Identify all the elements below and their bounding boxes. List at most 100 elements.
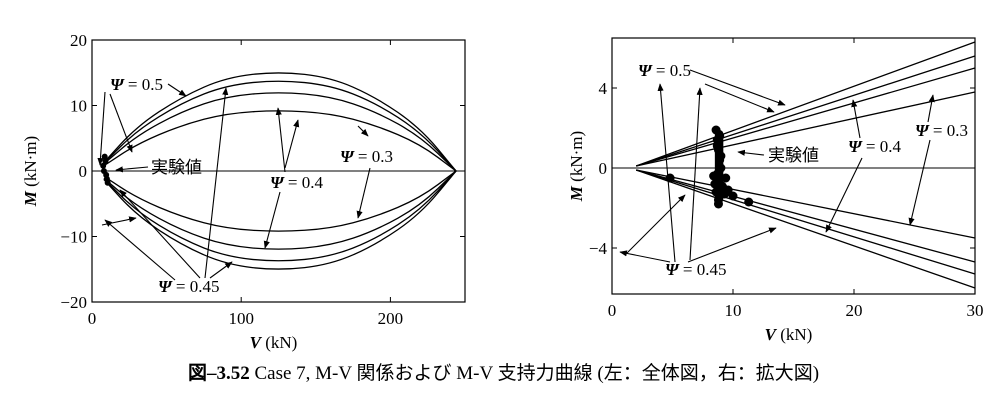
x-tick-label: 0 [88,309,97,328]
psi-symbol: Ψ [915,121,930,140]
psi-equals: = [124,75,142,94]
psi-value: 0.3 [947,121,968,140]
psi-label: Ψ = 0.5 [110,75,163,94]
experimental-point [744,197,754,207]
psi-symbol: Ψ [340,147,355,166]
curve-psi-0_5 [635,169,976,289]
annotation-arrow [109,93,133,153]
y-axis-unit: (kN·m) [567,131,586,186]
psi-equals: = [284,173,302,192]
annotation-arrow [624,194,686,256]
y-tick-label: 4 [599,79,608,98]
annotation-arrow [657,83,676,263]
curve-psi-0_5 [635,41,976,167]
curve-psi-0_3-lower [103,170,457,232]
experimental-point [665,173,675,183]
psi-value: 0.45 [697,260,727,279]
x-axis-title: V (kN) [765,325,813,344]
experimental-point [721,173,731,183]
psi-value: 0.5 [670,61,691,80]
psi-value: 0.3 [372,147,393,166]
psi-label: Ψ = 0.3 [340,147,393,166]
caption-text: Case 7, M-V 関係および M-V 支持力曲線 (左：全体図，右：拡大図… [249,363,820,384]
psi-equals: = [929,121,947,140]
y-axis-var: M [21,190,40,207]
x-tick-label: 0 [608,301,617,320]
annotation-arrow [357,125,369,137]
curve-psi-0_45 [636,169,976,275]
y-axis-title: M (kN·m) [21,136,40,207]
x-tick-label: 200 [378,309,404,328]
experimental-cluster [714,130,724,202]
experimental-point [100,162,107,169]
x-tick-label: 10 [725,301,742,320]
psi-symbol: Ψ [158,277,173,296]
experimental-point [723,185,733,195]
curve-psi-0_4 [636,169,976,263]
psi-value: 0.45 [190,277,220,296]
psi-label: Ψ = 0.4 [848,137,901,156]
annotation-arrow [101,216,137,226]
caption-number: 図–3.52 [187,363,250,384]
experimental-point [102,158,109,165]
experimental-label: 実験値 [151,158,202,177]
psi-value: 0.4 [302,173,324,192]
curve-psi-0_45-lower [103,170,457,262]
y-tick-label: −4 [589,239,608,258]
x-axis-title: V (kN) [250,333,298,352]
annotation-arrow [704,83,775,113]
psi-equals: = [862,137,880,156]
psi-label: Ψ = 0.45 [158,277,219,296]
psi-symbol: Ψ [848,137,863,156]
y-tick-label: −20 [60,293,87,312]
experimental-point [728,191,738,201]
psi-symbol: Ψ [110,75,125,94]
psi-equals: = [172,277,190,296]
curve-psi-0_4-lower [103,170,457,250]
y-axis-title: M (kN·m) [567,131,586,202]
annotation-arrow [908,139,931,226]
x-tick-label: 30 [967,301,984,320]
curve-psi-0_45 [635,55,976,167]
psi-value: 0.5 [142,75,163,94]
y-tick-label: 0 [599,159,608,178]
annotation-arrow [104,219,176,281]
y-tick-label: 20 [70,31,87,50]
annotation-arrow [737,149,765,156]
curve-psi-0_4 [103,92,457,172]
y-axis-unit: (kN·m) [21,136,40,191]
annotation-arrow [689,69,786,106]
annotation-arrow [689,87,703,261]
x-axis-var: V [765,325,778,344]
curve-psi-0_5 [103,72,457,172]
annotation-arrow [284,119,300,169]
psi-label: Ψ = 0.5 [638,61,691,80]
annotation-arrow [356,167,371,219]
annotation-arrow [97,91,106,166]
curve-psi-0_3 [636,169,976,239]
annotation-arrow [167,83,187,97]
experimental-point [103,171,110,178]
y-axis-var: M [567,185,586,202]
annotation-arrow [204,87,229,279]
experimental-label: 実験値 [768,146,819,165]
x-axis-unit: (kN) [776,325,812,344]
psi-label: Ψ = 0.3 [915,121,968,140]
x-axis-unit: (kN) [261,333,297,352]
figure-caption: 図–3.52 Case 7, M-V 関係および M-V 支持力曲線 (左：全体… [0,358,1007,385]
x-tick-label: 20 [846,301,863,320]
y-tick-label: −10 [60,228,87,247]
psi-label: Ψ = 0.4 [270,173,323,192]
annotation-arrow [619,250,671,263]
experimental-point [101,153,108,160]
annotation-arrow [825,157,863,233]
curve-psi-0_3 [636,91,976,167]
annotation-arrow [209,261,233,279]
annotation-arrow [115,166,149,173]
curve-psi-0_5-lower [103,170,457,270]
psi-symbol: Ψ [665,260,680,279]
annotation-arrow [263,191,281,249]
annotation-arrow [687,227,777,263]
